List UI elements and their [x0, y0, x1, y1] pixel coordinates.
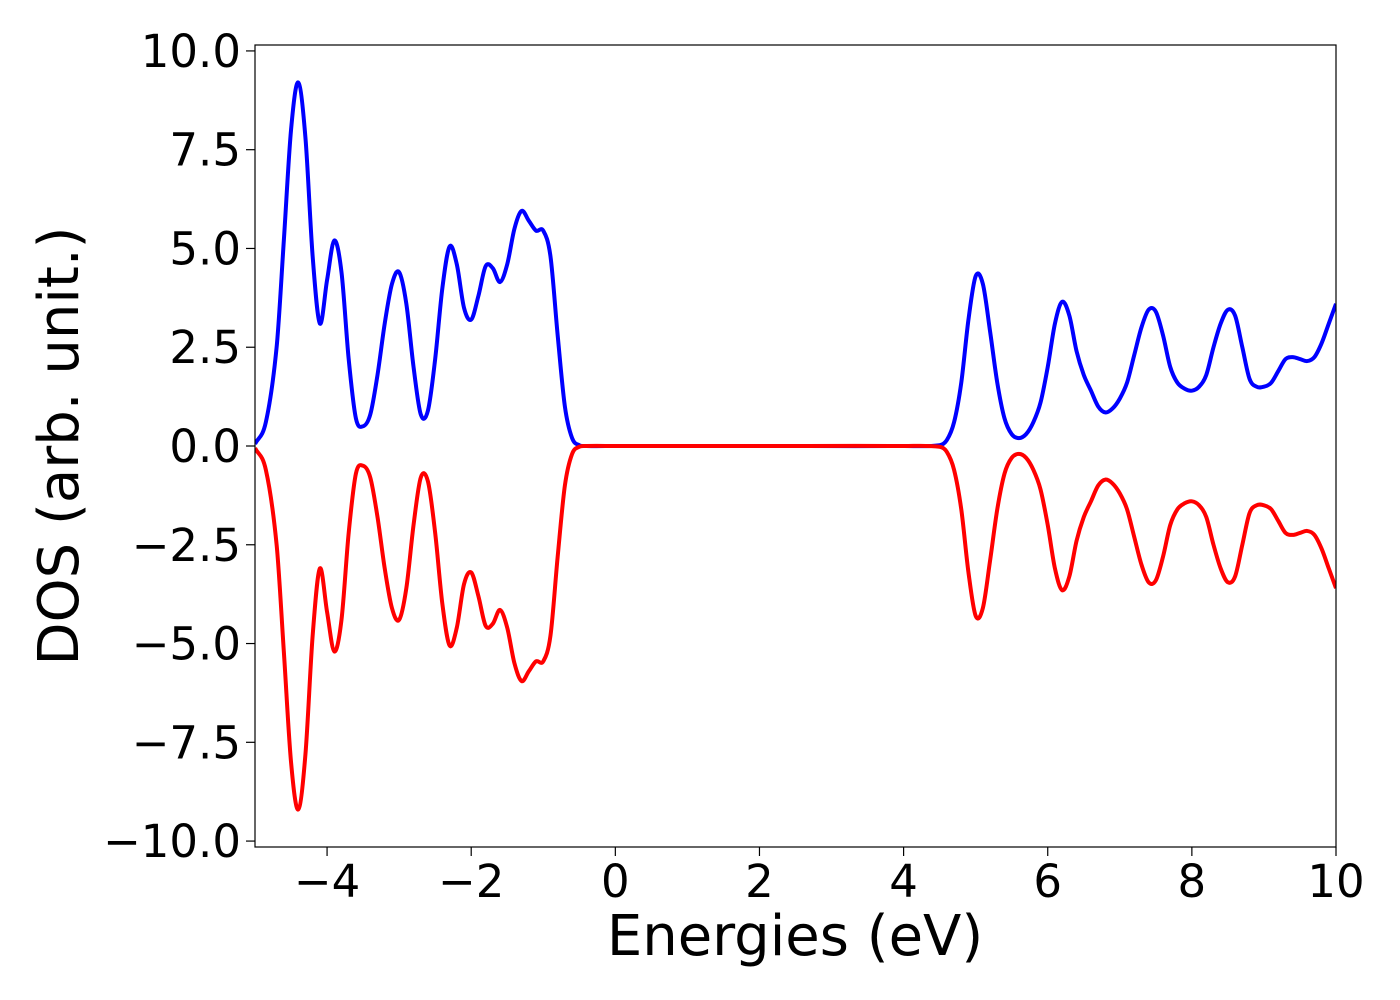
plot-lines — [255, 80, 1336, 812]
x-tick-label: 2 — [745, 855, 774, 908]
y-tick-label: 2.5 — [169, 321, 241, 374]
y-tick-label: −2.5 — [132, 519, 241, 572]
y-tick-label: 0.0 — [169, 420, 241, 473]
x-tick-label: 0 — [601, 855, 630, 908]
y-axis-label: DOS (arb. unit.) — [27, 226, 92, 665]
y-tick-label: −7.5 — [132, 716, 241, 769]
y-tick-label: −5.0 — [132, 618, 241, 671]
data-line — [255, 443, 1336, 812]
y-tick-label: 7.5 — [169, 124, 241, 177]
data-line — [255, 80, 1336, 449]
y-tick-label: 10.0 — [141, 25, 241, 78]
x-tick-label: 6 — [1033, 855, 1062, 908]
x-axis-label: Energies (eV) — [607, 904, 983, 969]
x-tick-label: 10 — [1307, 855, 1364, 908]
x-tick-label: 4 — [889, 855, 918, 908]
y-tick-label: 5.0 — [169, 222, 241, 275]
y-tick-label: −10.0 — [103, 815, 241, 868]
x-tick-label: −2 — [438, 855, 504, 908]
x-tick-label: 8 — [1178, 855, 1207, 908]
x-tick-label: −4 — [294, 855, 360, 908]
